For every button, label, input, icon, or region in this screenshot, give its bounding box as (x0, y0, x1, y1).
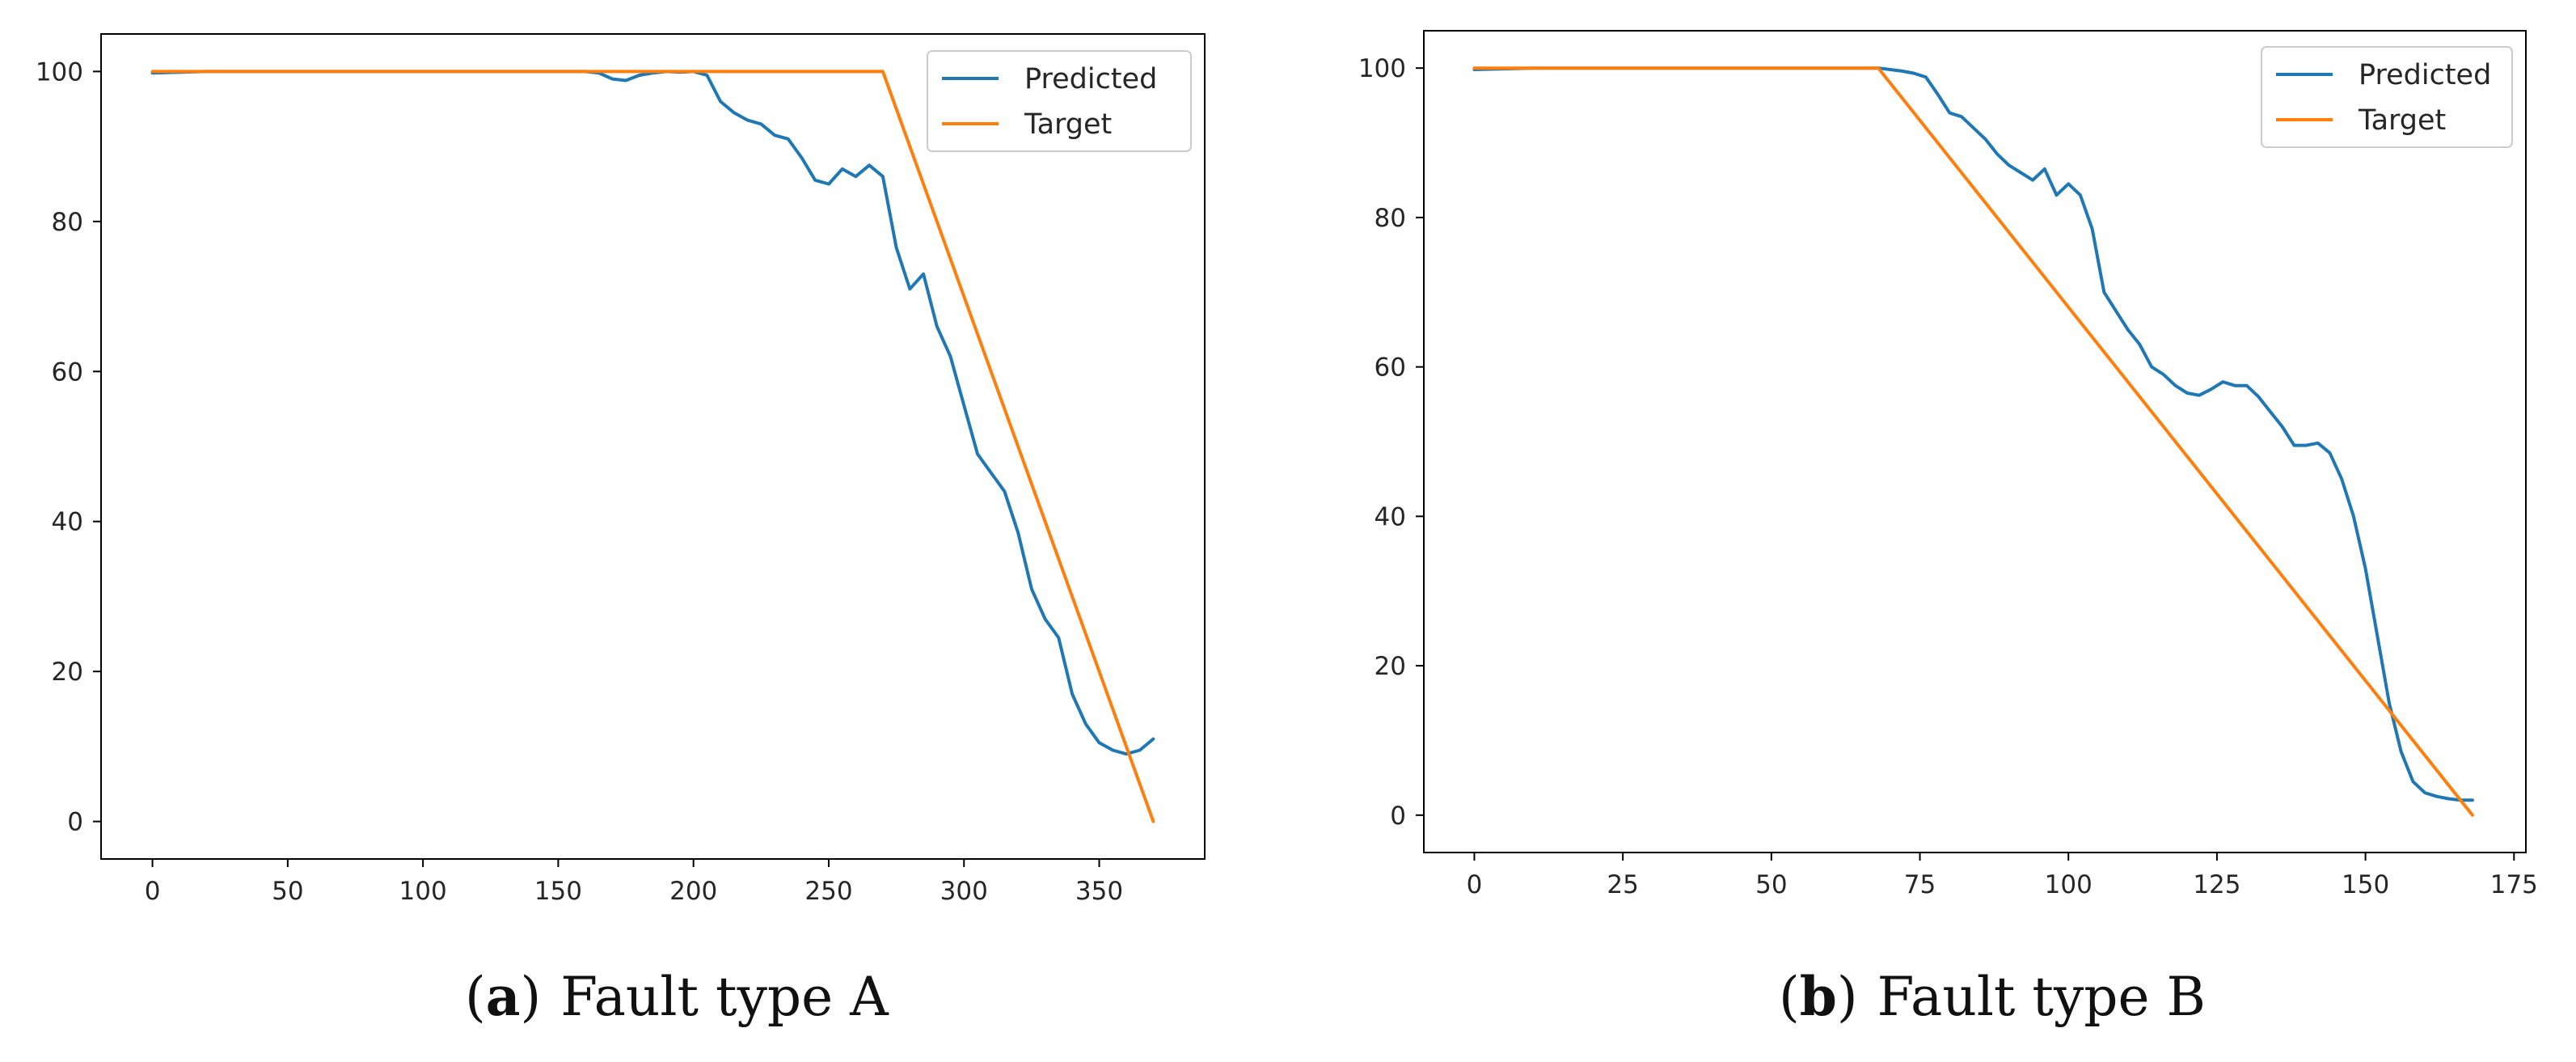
chart-a-ticks: 0 50 100 150 200 250 300 350 0 20 40 60 80 100 (36, 57, 1123, 906)
chart-b-caption: (b) Fault type B (1779, 965, 2206, 1028)
chart-a-xtick-label: 250 (804, 877, 852, 906)
chart-b-xtick-label: 100 (2045, 870, 2092, 899)
chart-b-xtick-label: 0 (1467, 870, 1483, 899)
chart-a-ytick-label: 60 (52, 358, 83, 387)
chart-a-xtick-label: 100 (399, 877, 447, 906)
chart-b-caption-letter: b (1800, 965, 1837, 1028)
chart-a-ytick-label: 40 (52, 508, 83, 537)
chart-b-legend: Predicted Target (2261, 46, 2513, 148)
chart-a-xtick-label: 50 (272, 877, 303, 906)
chart-b-series-group (1472, 66, 2474, 817)
chart-a-legend-label-predicted: Predicted (1024, 63, 1157, 95)
chart-b-xtick-label: 50 (1755, 870, 1787, 899)
chart-a-legend: Predicted Target (927, 50, 1192, 152)
chart-b-xtick-label: 75 (1904, 870, 1936, 899)
chart-a-legend-box (927, 50, 1192, 152)
chart-a: 0 50 100 150 200 250 300 350 0 20 40 60 80 100 Predic… (36, 33, 1206, 1028)
chart-b-legend-box (2261, 46, 2513, 148)
chart-b-ytick-label: 40 (1375, 502, 1406, 531)
chart-a-xtick-label: 200 (669, 877, 717, 906)
chart-a-xtick-label: 350 (1075, 877, 1123, 906)
chart-b-ytick-label: 100 (1358, 54, 1406, 83)
chart-a-plot-area (101, 34, 1205, 859)
chart-b-ytick-label: 80 (1375, 204, 1406, 233)
chart-b: 0 25 50 75 100 125 150 175 0 20 40 60 80 100 Predicte… (1358, 30, 2538, 1028)
chart-b-caption-text: Fault type B (1877, 966, 2206, 1028)
chart-b-xtick-label: 25 (1607, 870, 1638, 899)
chart-a-xtick-label: 300 (940, 877, 988, 906)
chart-a-caption-letter: a (486, 965, 521, 1028)
chart-b-frame (1423, 30, 2527, 853)
chart-b-ytick-label: 60 (1375, 353, 1406, 383)
chart-b-series-predicted-line (1472, 66, 2474, 802)
chart-b-ytick-label: 0 (1390, 802, 1406, 831)
chart-b-plot-area (1424, 31, 2526, 853)
chart-a-caption: (a) Fault type A (465, 965, 889, 1028)
chart-a-caption-text: Fault type A (560, 966, 889, 1028)
chart-a-legend-label-target: Target (1024, 108, 1112, 141)
chart-b-legend-label-target: Target (2358, 104, 2446, 137)
chart-a-ytick-label: 100 (36, 57, 83, 87)
chart-a-ytick-label: 0 (67, 808, 83, 837)
chart-a-ytick-label: 80 (52, 208, 83, 237)
chart-b-ticks: 0 25 50 75 100 125 150 175 0 20 40 60 80 100 (1358, 54, 2538, 899)
chart-a-frame (100, 33, 1206, 860)
chart-b-legend-label-predicted: Predicted (2359, 59, 2491, 91)
chart-a-ytick-label: 20 (52, 658, 83, 687)
chart-a-series-target-line (150, 70, 1155, 823)
chart-b-xtick-label: 150 (2342, 870, 2389, 899)
chart-a-series-group (150, 70, 1155, 823)
chart-b-ytick-label: 20 (1375, 652, 1406, 681)
chart-a-xtick-label: 150 (534, 877, 582, 906)
chart-b-xtick-label: 125 (2193, 870, 2240, 899)
chart-a-xtick-label: 0 (145, 877, 161, 906)
chart-b-series-target-line (1472, 66, 2474, 817)
chart-b-xtick-label: 175 (2490, 870, 2538, 899)
